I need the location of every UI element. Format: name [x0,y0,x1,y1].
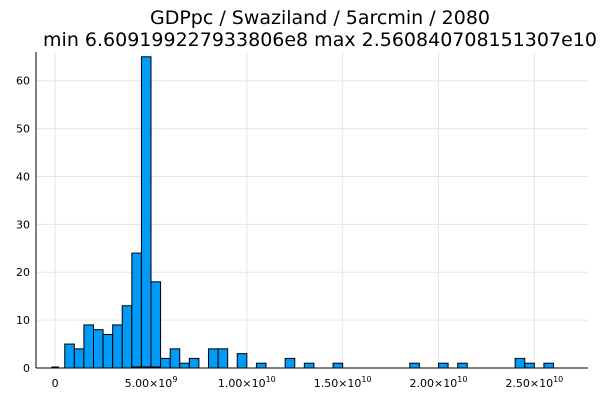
x-tick-label-4: 2.00×1010 [410,375,468,390]
histogram-bar-0 [64,343,75,369]
y-tick-label-6: 60 [16,75,30,88]
bars [51,56,555,369]
y-tick-label-0: 0 [23,362,30,375]
x-tick-exponent-2: 10 [266,375,276,384]
x-tick-exponent-1: 9 [172,375,177,384]
x-tick-exponent-3: 10 [361,375,371,384]
x-tick-label-2: 1.00×1010 [218,375,276,390]
histogram-bar-13 [188,357,200,369]
chart-title: GDPpc / Swaziland / 5arcmin / 2080 [150,7,490,29]
histogram-bar-3 [93,329,104,369]
histogram-bar-26 [543,362,555,369]
histogram-bar-17 [255,362,267,369]
x-tick-exponent-4: 10 [457,375,467,384]
x-tick-label-3: 1.50×1010 [314,375,372,390]
histogram-bar-4 [102,333,114,369]
x-tick-label-0: 0 [52,377,59,390]
y-tick-label-1: 10 [16,314,30,327]
histogram-bar-10 [160,357,171,369]
histogram-bar-6 [121,305,133,369]
histogram-bar-19 [303,362,315,369]
tick-labels: 0 10 20 30 40 50 60 0 5.00×109 1.00×1010 1.50×1010… [16,75,563,390]
histogram-bar-1 [73,348,85,369]
y-tick-label-4: 40 [16,170,30,183]
histogram-bar-5 [112,324,123,369]
histogram-bar-14 [208,348,219,369]
histogram-bar-11 [169,348,181,369]
chart-subtitle: min 6.609199227933806e8 max 2.5608407081… [43,29,597,51]
histogram-bar-9 [150,281,162,369]
y-tick-label-3: 30 [16,218,30,231]
y-tick-label-2: 20 [16,266,30,279]
histogram-bar-7 [131,252,142,369]
histogram-bar-15 [217,348,229,369]
histogram-bar-16 [236,353,248,369]
histogram-bar-21 [409,362,420,369]
histogram-bar-8 [140,56,152,369]
histogram-bar-22 [438,362,449,369]
histogram-bar-23 [457,362,468,369]
y-tick-label-5: 50 [16,123,30,136]
histogram-bar-18 [284,357,296,369]
x-tick-label-1: 5.00×109 [125,375,178,390]
histogram-bar-25 [524,362,535,369]
histogram-bar-24 [514,357,526,369]
histogram-bar-2 [83,324,94,369]
histogram-bar-20 [332,362,344,369]
x-tick-exponent-5: 10 [553,375,563,384]
histogram-bar-12 [179,362,190,369]
x-tick-label-5: 2.50×1010 [505,375,563,390]
grid [36,52,588,368]
